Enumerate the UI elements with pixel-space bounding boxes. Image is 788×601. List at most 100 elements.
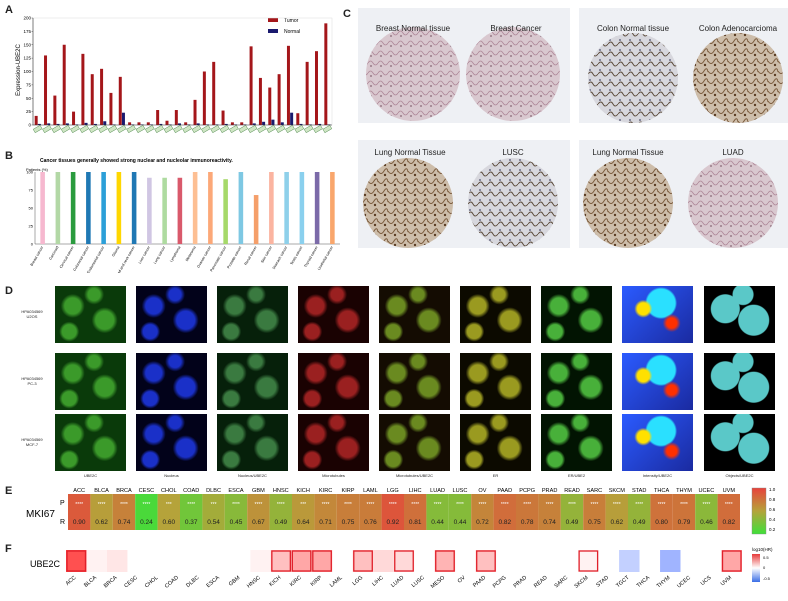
chart-a-xtick-box (219, 124, 230, 134)
heatmap-f-cell (455, 550, 476, 572)
heatmap-f-cancer-label: TGCT (615, 575, 631, 590)
chart-a-xtick-box (32, 124, 43, 134)
heatmap-f-cell (496, 550, 517, 572)
if-image-tile (217, 353, 288, 410)
chart-a-xtick-box (173, 124, 183, 134)
if-image-tile (217, 286, 288, 343)
if-column-label: Objects/UBE2C (725, 473, 754, 478)
if-row-label-line: HPA034569 (21, 437, 43, 442)
if-image-tile (379, 353, 450, 410)
panel-e-correlation-heatmap: MKI67 P R **** 0.90 ACC **** 0.62 BLCA **** 0.7… (26, 487, 776, 535)
heatmap-e-cancer-label: THCA (654, 488, 669, 494)
heatmap-e-r-value: 0.49 (566, 519, 579, 526)
chart-a-xtick-box (257, 124, 267, 134)
chart-a-ytick: 0 (28, 123, 31, 128)
heatmap-e-p-label: **** (456, 502, 464, 508)
heatmap-e-r-value: 0.54 (207, 519, 220, 526)
if-image-tile (704, 353, 775, 410)
heatmap-e-cell-r (605, 512, 628, 530)
heatmap-f-cancer-label: HNSC (246, 575, 262, 590)
panel-f-tick-zero: 0 (763, 565, 766, 570)
heatmap-f-cell (209, 550, 230, 572)
heatmap-e-p-label: **** (501, 502, 509, 508)
heatmap-f-cancer-label: OV (457, 575, 467, 585)
chart-a-bar-tumor (156, 110, 160, 125)
chart-a-bar-tumor (268, 87, 272, 125)
if-column-label: ER (492, 473, 499, 478)
heatmap-e-cell-r (448, 512, 472, 530)
if-row-label-line: HPA034569 (21, 309, 43, 314)
heatmap-e-r-value: 0.90 (73, 519, 86, 526)
chart-a-xtick-box (117, 124, 127, 134)
heatmap-e-p-label: **** (658, 502, 666, 508)
heatmap-f-cell (414, 550, 435, 572)
heatmap-e-r-value: 0.75 (342, 519, 355, 526)
heatmap-f-cancer-label: LGG (352, 575, 365, 587)
chart-b-category-label: Lymphoma (169, 246, 181, 263)
heatmap-f-cell (619, 550, 640, 572)
chart-a-bar-tumor (174, 110, 178, 125)
heatmap-e-cell-r (628, 512, 651, 530)
heatmap-e-cell-p (538, 494, 561, 512)
if-row-label: HPA034569 PC-3 (15, 376, 49, 386)
chart-b-bar (116, 172, 122, 244)
if-image-tile (298, 286, 369, 343)
heatmap-e-r-value: 0.75 (588, 519, 601, 526)
heatmap-e-cell-p (583, 494, 606, 512)
label-lung-normal-2: Lung Normal Tissue (592, 148, 664, 157)
if-image-tile (460, 286, 531, 343)
chart-a-xtick-box (322, 124, 333, 134)
heatmap-e-cancer-label: PAAD (497, 488, 512, 494)
heatmap-e-cell-r (493, 512, 516, 530)
heatmap-e-r-value: 0.82 (498, 519, 511, 526)
chart-b-category-label: Prostate cancer (226, 245, 242, 269)
chart-a-bar-tumor (240, 122, 244, 125)
heatmap-f-cell (147, 550, 169, 572)
chart-a-xtick-box (135, 124, 146, 134)
chart-a-xtick-box (303, 124, 314, 134)
chart-b-title: Cancer tissues generally showed strong n… (40, 158, 233, 164)
chart-a-bar-normal (271, 119, 275, 125)
heatmap-e-cell-r (112, 512, 136, 530)
panel-label-c: C (343, 8, 351, 20)
chart-a-xtick-box (191, 124, 202, 134)
chart-b-ylabel: Patients (%) (26, 167, 48, 172)
chart-a-xtick-box (247, 124, 258, 134)
if-image-tile (622, 286, 693, 343)
heatmap-f-cancer-label: BRCA (103, 575, 119, 590)
heatmap-e-cell-r (471, 512, 494, 530)
heatmap-f-cell (660, 550, 681, 572)
heatmap-e-p-label: **** (591, 502, 599, 508)
chart-b-category-label: Ovarian cancer (196, 245, 212, 269)
chart-a-xtick-box (42, 124, 52, 134)
heatmap-e-cancer-label: PRAD (542, 488, 558, 494)
heatmap-e-cell-p (269, 494, 292, 512)
heatmap-e-cancer-label: SKCM (609, 488, 626, 494)
heatmap-e-r-value: 0.60 (162, 519, 175, 526)
heatmap-f-significant-outline (271, 550, 291, 572)
heatmap-e-p-label: **** (232, 502, 240, 508)
heatmap-e-cell-p (157, 494, 180, 512)
heatmap-e-cell-r (583, 512, 606, 530)
heatmap-e-cancer-label: PCPG (519, 488, 535, 494)
heatmap-e-cancer-label: ESCA (228, 488, 244, 494)
heatmap-f-cancer-label: CHOL (144, 575, 160, 589)
heatmap-e-cell-r (157, 512, 180, 530)
heatmap-f-significant-outline (66, 550, 87, 572)
heatmap-f-cell (680, 550, 702, 572)
chart-a-ytick: 50 (26, 96, 32, 101)
if-image-tile (217, 414, 288, 471)
heatmap-e-p-label: **** (680, 502, 688, 508)
heatmap-f-cell (168, 550, 189, 572)
chart-a-bar-tumor (230, 122, 234, 125)
chart-a-bar-tumor (109, 92, 113, 125)
heatmap-e-p-label: **** (523, 502, 531, 508)
heatmap-e-cancer-label: READ (564, 488, 580, 494)
chart-a-bar-normal (37, 123, 41, 125)
heatmap-e-cell-p (135, 494, 158, 512)
heatmap-f-significant-outline (435, 550, 455, 572)
chart-b-bar (284, 172, 289, 244)
chart-a-bar-normal (252, 123, 256, 125)
heatmap-e-cell-r (381, 512, 404, 530)
panel-e-colorbar (751, 487, 767, 535)
